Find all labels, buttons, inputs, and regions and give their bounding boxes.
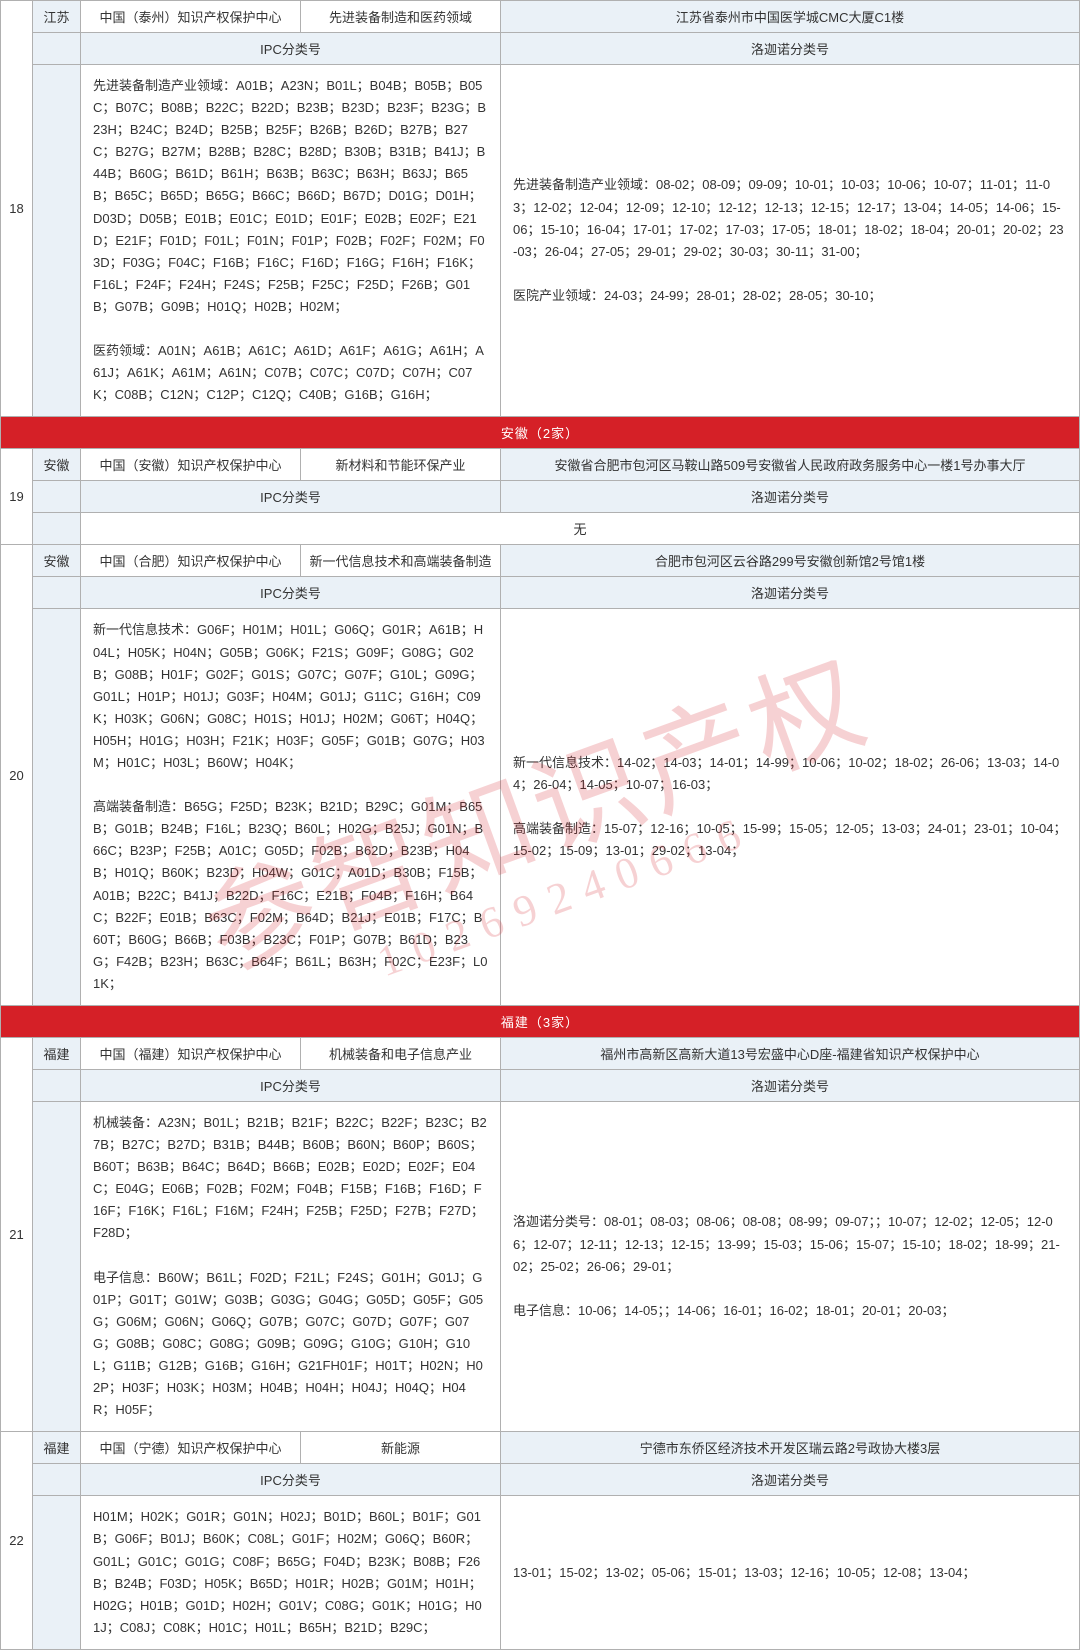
province-cell: 江苏: [33, 1, 81, 33]
table-row: IPC分类号 洛迦诺分类号: [1, 577, 1080, 609]
section-row: 安徽（2家）: [1, 417, 1080, 449]
spacer-cell: [33, 609, 81, 1006]
locarno-body: 13-01；15-02；13-02；05-06；15-01；13-03；12-1…: [501, 1496, 1080, 1650]
locarno-header: 洛迦诺分类号: [501, 1070, 1080, 1102]
ipc-header: IPC分类号: [81, 1464, 501, 1496]
address-cell: 江苏省泰州市中国医学城CMC大厦C1楼: [501, 1, 1080, 33]
ipc-header: IPC分类号: [81, 577, 501, 609]
center-name-cell: 中国（泰州）知识产权保护中心: [81, 1, 301, 33]
address-cell: 福州市高新区高新大道13号宏盛中心D座-福建省知识产权保护中心: [501, 1038, 1080, 1070]
ipc-body: 机械装备：A23N；B01L；B21B；B21F；B22C；B22F；B23C；…: [81, 1102, 501, 1432]
province-cell: 安徽: [33, 449, 81, 481]
section-header: 安徽（2家）: [1, 417, 1080, 449]
spacer-cell: [33, 481, 81, 513]
none-cell: 无: [81, 513, 1080, 545]
page-wrap: 18 江苏 中国（泰州）知识产权保护中心 先进装备制造和医药领域 江苏省泰州市中…: [0, 0, 1080, 1650]
center-name-cell: 中国（宁德）知识产权保护中心: [81, 1432, 301, 1464]
table-row: 新一代信息技术：G06F；H01M；H01L；G06Q；G01R；A61B；H0…: [1, 609, 1080, 1006]
table-row: 20 安徽 中国（合肥）知识产权保护中心 新一代信息技术和高端装备制造 合肥市包…: [1, 545, 1080, 577]
spacer-cell: [33, 65, 81, 417]
spacer-cell: [33, 1102, 81, 1432]
spacer-cell: [33, 1496, 81, 1650]
locarno-body: 洛迦诺分类号：08-01；08-03；08-06；08-08；08-99；09-…: [501, 1102, 1080, 1432]
province-cell: 福建: [33, 1038, 81, 1070]
section-header: 福建（3家）: [1, 1006, 1080, 1038]
spacer-cell: [33, 513, 81, 545]
ipc-body: 新一代信息技术：G06F；H01M；H01L；G06Q；G01R；A61B；H0…: [81, 609, 501, 1006]
table-row: IPC分类号 洛迦诺分类号: [1, 1070, 1080, 1102]
row-index: 22: [1, 1432, 33, 1650]
industry-field-cell: 新材料和节能环保产业: [301, 449, 501, 481]
address-cell: 合肥市包河区云谷路299号安徽创新馆2号馆1楼: [501, 545, 1080, 577]
table-row: 22 福建 中国（宁德）知识产权保护中心 新能源 宁德市东侨区经济技术开发区瑞云…: [1, 1432, 1080, 1464]
spacer-cell: [33, 1070, 81, 1102]
address-cell: 安徽省合肥市包河区马鞍山路509号安徽省人民政府政务服务中心一楼1号办事大厅: [501, 449, 1080, 481]
industry-field-cell: 新一代信息技术和高端装备制造: [301, 545, 501, 577]
industry-field-cell: 先进装备制造和医药领域: [301, 1, 501, 33]
table-row: H01M；H02K；G01R；G01N；H02J；B01D；B60L；B01F；…: [1, 1496, 1080, 1650]
table-row: 先进装备制造产业领域：A01B；A23N；B01L；B04B；B05B；B05C…: [1, 65, 1080, 417]
province-cell: 安徽: [33, 545, 81, 577]
table-row: IPC分类号 洛迦诺分类号: [1, 33, 1080, 65]
ipc-header: IPC分类号: [81, 1070, 501, 1102]
row-index: 18: [1, 1, 33, 417]
row-index: 21: [1, 1038, 33, 1432]
ipc-header: IPC分类号: [81, 481, 501, 513]
locarno-body: 先进装备制造产业领域：08-02；08-09；09-09；10-01；10-03…: [501, 65, 1080, 417]
province-cell: 福建: [33, 1432, 81, 1464]
center-name-cell: 中国（合肥）知识产权保护中心: [81, 545, 301, 577]
table-row: 机械装备：A23N；B01L；B21B；B21F；B22C；B22F；B23C；…: [1, 1102, 1080, 1432]
section-row: 福建（3家）: [1, 1006, 1080, 1038]
table-row: 18 江苏 中国（泰州）知识产权保护中心 先进装备制造和医药领域 江苏省泰州市中…: [1, 1, 1080, 33]
table-row: 21 福建 中国（福建）知识产权保护中心 机械装备和电子信息产业 福州市高新区高…: [1, 1038, 1080, 1070]
industry-field-cell: 机械装备和电子信息产业: [301, 1038, 501, 1070]
center-name-cell: 中国（福建）知识产权保护中心: [81, 1038, 301, 1070]
ipc-body: H01M；H02K；G01R；G01N；H02J；B01D；B60L；B01F；…: [81, 1496, 501, 1650]
table-row: IPC分类号 洛迦诺分类号: [1, 481, 1080, 513]
row-index: 19: [1, 449, 33, 545]
industry-field-cell: 新能源: [301, 1432, 501, 1464]
ipc-body: 先进装备制造产业领域：A01B；A23N；B01L；B04B；B05B；B05C…: [81, 65, 501, 417]
table-row: 无: [1, 513, 1080, 545]
locarno-header: 洛迦诺分类号: [501, 481, 1080, 513]
locarno-header: 洛迦诺分类号: [501, 1464, 1080, 1496]
locarno-body: 新一代信息技术：14-02；14-03；14-01；14-99；10-06；10…: [501, 609, 1080, 1006]
spacer-cell: [33, 33, 81, 65]
center-name-cell: 中国（安徽）知识产权保护中心: [81, 449, 301, 481]
listing-table: 18 江苏 中国（泰州）知识产权保护中心 先进装备制造和医药领域 江苏省泰州市中…: [0, 0, 1080, 1650]
ipc-header: IPC分类号: [81, 33, 501, 65]
locarno-header: 洛迦诺分类号: [501, 577, 1080, 609]
locarno-header: 洛迦诺分类号: [501, 33, 1080, 65]
address-cell: 宁德市东侨区经济技术开发区瑞云路2号政协大楼3层: [501, 1432, 1080, 1464]
spacer-cell: [33, 1464, 81, 1496]
spacer-cell: [33, 577, 81, 609]
row-index: 20: [1, 545, 33, 1006]
table-row: 19 安徽 中国（安徽）知识产权保护中心 新材料和节能环保产业 安徽省合肥市包河…: [1, 449, 1080, 481]
table-row: IPC分类号 洛迦诺分类号: [1, 1464, 1080, 1496]
